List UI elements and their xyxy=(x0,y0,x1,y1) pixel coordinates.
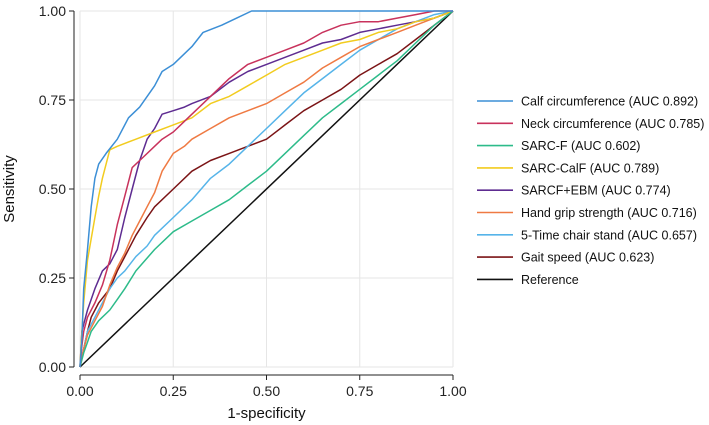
x-tick-label: 0.50 xyxy=(253,383,280,399)
y-tick-label: 0.50 xyxy=(39,181,66,197)
legend-label: Calf circumference (AUC 0.892) xyxy=(521,95,698,109)
legend-label: SARC-F (AUC 0.602) xyxy=(521,139,640,153)
roc-curve-neck-circumference xyxy=(79,10,453,368)
x-tick-label: 0.75 xyxy=(346,383,373,399)
axes: 0.00 0.25 0.50 0.75 1.00 0.00 0.25 0.50 0.75 1.00 xyxy=(39,3,467,399)
x-tick-label: 0.00 xyxy=(66,383,93,399)
legend: Calf circumference (AUC 0.892) Neck circu… xyxy=(477,95,704,287)
legend-label: Hand grip strength (AUC 0.716) xyxy=(521,206,697,220)
y-tick-label: 0.25 xyxy=(39,270,66,286)
legend-label: Reference xyxy=(521,273,579,287)
y-tick-label: 0.00 xyxy=(39,359,66,375)
y-tick-label: 0.75 xyxy=(39,92,66,108)
legend-label: 5-Time chair stand (AUC 0.657) xyxy=(521,228,697,242)
legend-label: Gait speed (AUC 0.623) xyxy=(521,251,654,265)
y-axis-title: Sensitivity xyxy=(1,155,18,223)
roc-curve-hand-grip-strength xyxy=(79,10,454,368)
legend-label: SARCF+EBM (AUC 0.774) xyxy=(521,184,671,198)
x-tick-label: 0.25 xyxy=(160,383,187,399)
x-tick-label: 1.00 xyxy=(439,383,466,399)
x-axis-title: 1-specificity xyxy=(227,405,306,422)
roc-curve-sarc-calf xyxy=(79,10,454,368)
roc-curve-sarcf-ebm xyxy=(79,10,454,368)
legend-label: SARC-CalF (AUC 0.789) xyxy=(521,161,659,175)
roc-curve-gait-speed- xyxy=(79,10,454,368)
roc-curve-reference xyxy=(79,10,454,368)
legend-label: Neck circumference (AUC 0.785) xyxy=(521,117,704,131)
roc-curves xyxy=(79,10,454,368)
roc-curve-calf-circumference xyxy=(79,10,453,368)
y-tick-label: 1.00 xyxy=(39,3,66,19)
roc-curve-sarc-f xyxy=(79,10,454,368)
